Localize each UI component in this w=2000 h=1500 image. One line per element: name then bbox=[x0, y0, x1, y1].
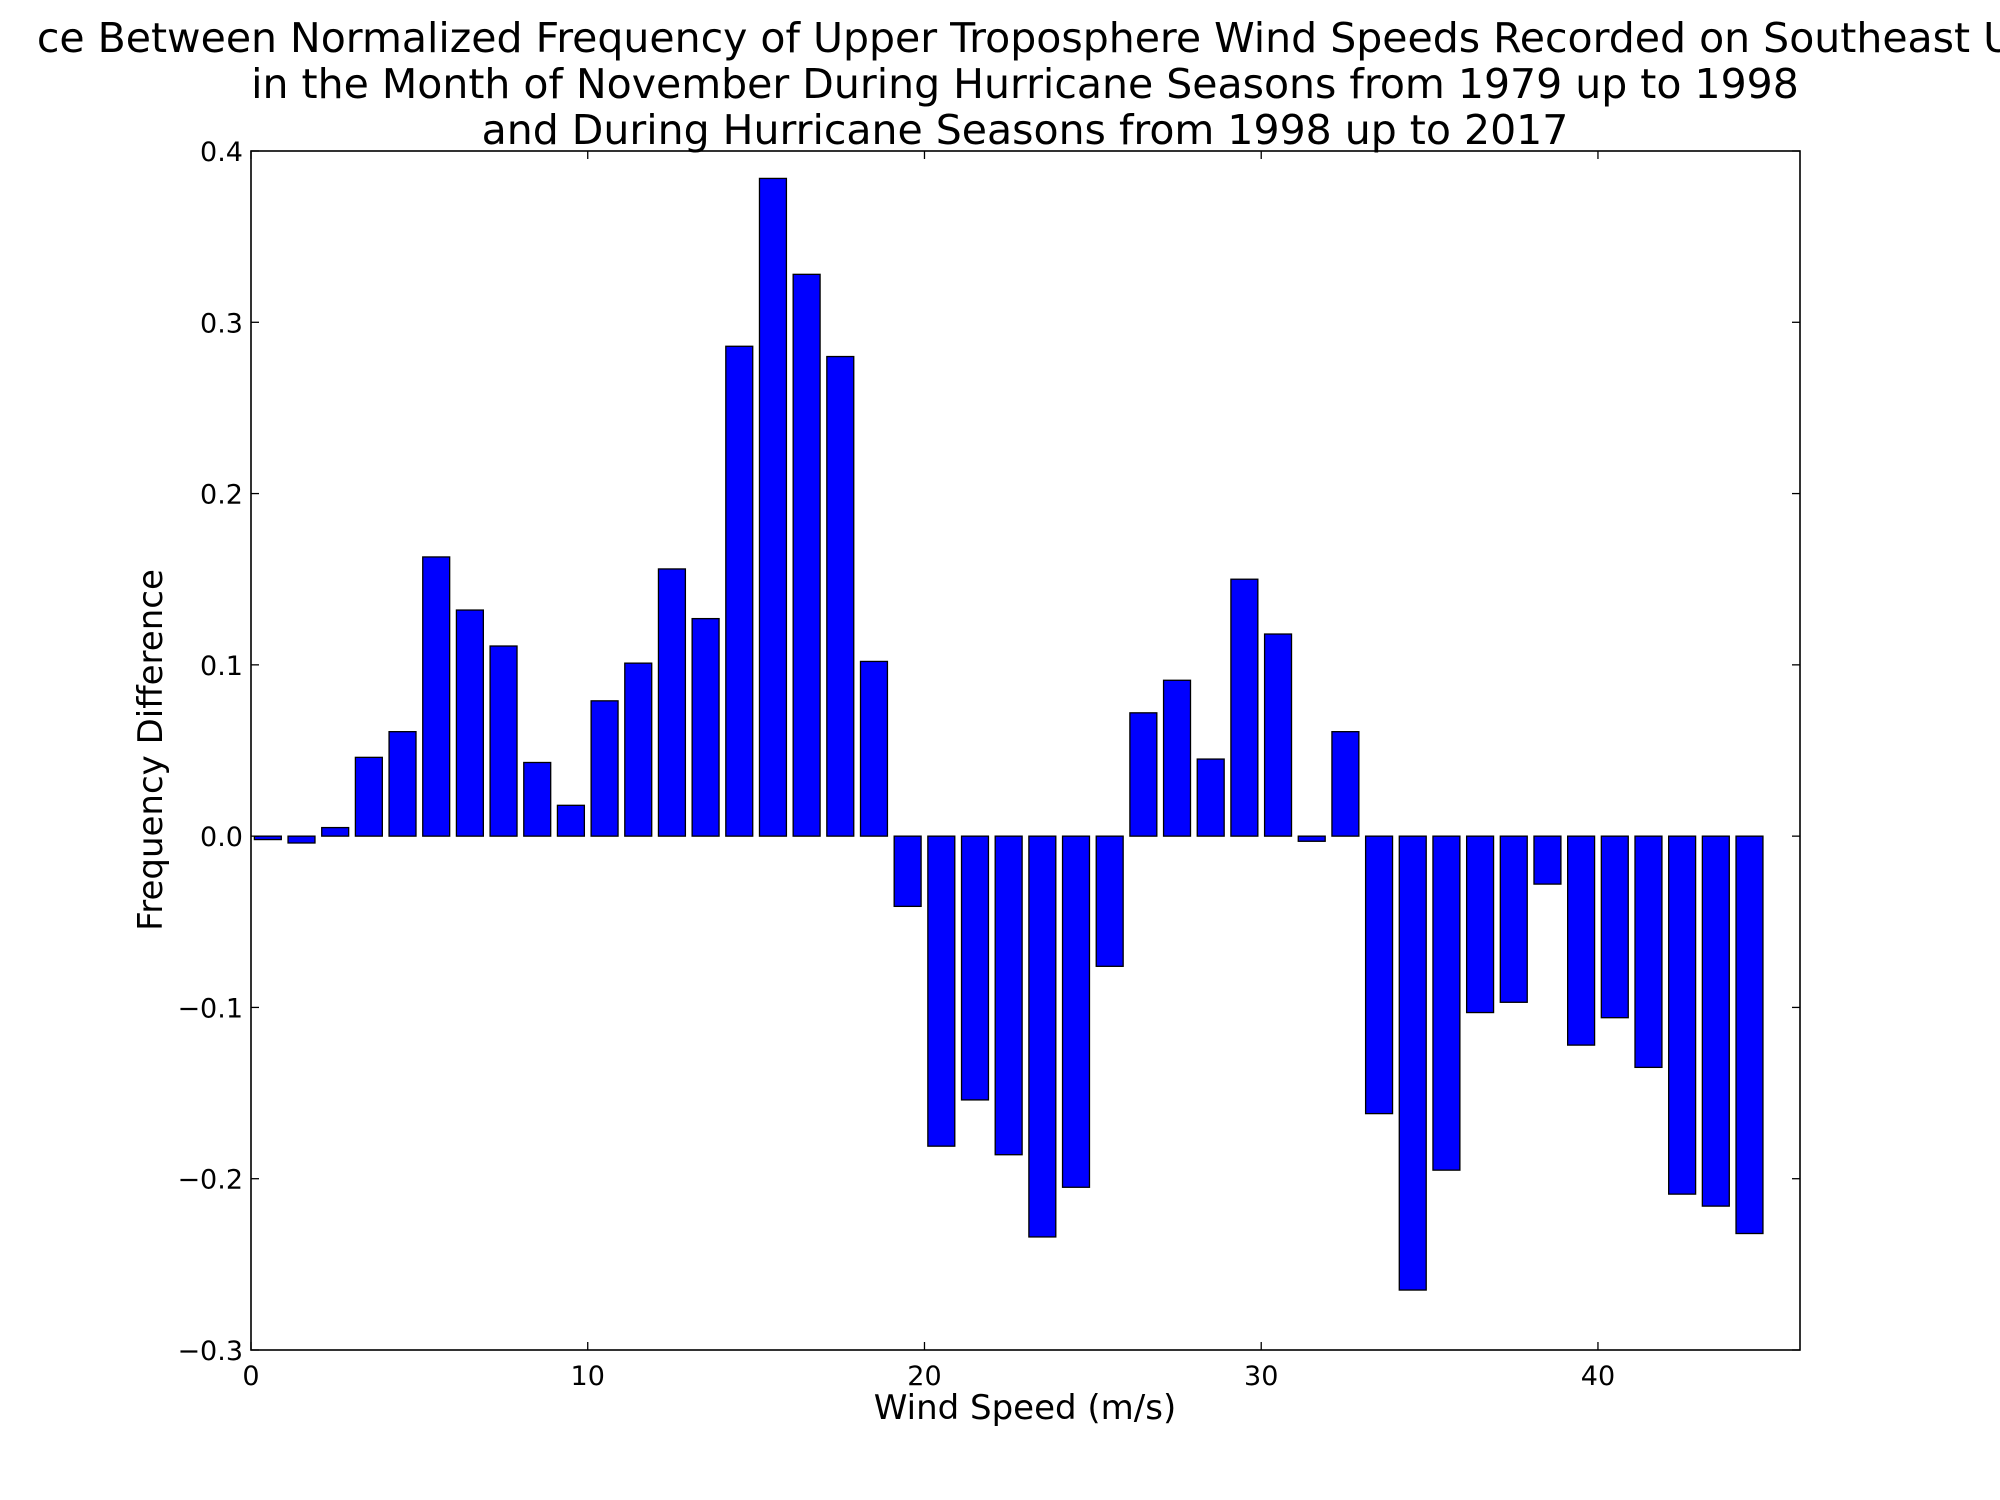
bar bbox=[1701, 835, 1730, 1207]
y-tick-label: −0.1 bbox=[177, 993, 243, 1024]
x-tick-label: 10 bbox=[571, 1361, 605, 1392]
x-axis-ticks: 0 10 20 30 40 bbox=[242, 151, 1615, 1392]
y-tick-label: 0.4 bbox=[200, 137, 243, 168]
x-tick-label: 30 bbox=[1244, 1361, 1278, 1392]
bar bbox=[1028, 835, 1057, 1238]
bar bbox=[859, 660, 889, 837]
x-tick-label: 40 bbox=[1581, 1361, 1615, 1392]
y-tick-label: 0.0 bbox=[200, 822, 243, 853]
bar bbox=[1196, 758, 1225, 837]
x-axis-label: Wind Speed (m/s) bbox=[874, 1388, 1176, 1428]
bar bbox=[489, 645, 518, 837]
bar bbox=[1567, 835, 1596, 1046]
bar bbox=[1331, 731, 1360, 837]
bar bbox=[253, 835, 282, 841]
bar bbox=[1465, 835, 1495, 1014]
bar bbox=[1095, 835, 1124, 967]
x-tick-label: 0 bbox=[242, 1361, 259, 1392]
bar bbox=[1600, 835, 1629, 1019]
bar bbox=[657, 568, 687, 837]
chart-title: ce Between Normalized Frequency of Upper… bbox=[37, 14, 2000, 154]
y-tick-label: −0.2 bbox=[177, 1165, 243, 1196]
bars bbox=[253, 177, 1764, 1291]
bar bbox=[893, 835, 922, 908]
bar bbox=[354, 756, 383, 837]
title-line-1: ce Between Normalized Frequency of Upper… bbox=[37, 14, 2000, 62]
bar bbox=[455, 609, 485, 837]
bar bbox=[624, 662, 653, 837]
bar bbox=[1364, 835, 1394, 1115]
bar bbox=[1398, 835, 1427, 1291]
y-tick-label: −0.3 bbox=[177, 1336, 243, 1367]
bar bbox=[1129, 712, 1158, 837]
bar bbox=[422, 556, 451, 837]
bar bbox=[1263, 633, 1293, 837]
bar bbox=[792, 273, 821, 837]
title-line-3: and During Hurricane Seasons from 1998 u… bbox=[482, 106, 1569, 154]
bar bbox=[321, 826, 350, 837]
bar bbox=[1297, 835, 1326, 842]
bar bbox=[758, 177, 788, 837]
bar bbox=[691, 617, 720, 837]
bar bbox=[1499, 835, 1528, 1003]
bar bbox=[960, 835, 990, 1101]
y-tick-label: 0.1 bbox=[200, 651, 243, 682]
y-axis-ticks: −0.3 −0.2 −0.1 0.0 0.1 0.2 0.3 0.4 bbox=[177, 137, 1800, 1367]
bar bbox=[1634, 835, 1663, 1069]
bar bbox=[1432, 835, 1461, 1171]
bar bbox=[1735, 835, 1764, 1235]
bar bbox=[1162, 679, 1192, 837]
bar bbox=[1230, 578, 1259, 837]
bar bbox=[1668, 835, 1697, 1195]
bar bbox=[826, 355, 855, 837]
bar bbox=[994, 835, 1023, 1156]
bar bbox=[287, 835, 316, 844]
y-tick-label: 0.2 bbox=[200, 480, 243, 511]
bar bbox=[523, 761, 552, 837]
y-tick-label: 0.3 bbox=[200, 308, 243, 339]
bar bbox=[927, 835, 956, 1147]
bar bbox=[388, 731, 417, 837]
x-tick-label: 20 bbox=[907, 1361, 941, 1392]
plot-frame bbox=[250, 150, 1801, 1351]
title-line-2: in the Month of November During Hurrican… bbox=[251, 60, 1799, 108]
bar bbox=[590, 700, 619, 837]
bar bbox=[1533, 835, 1562, 885]
bar bbox=[1061, 835, 1091, 1188]
y-axis-label: Frequency Difference bbox=[131, 569, 171, 931]
bar bbox=[725, 345, 754, 837]
bar bbox=[556, 804, 586, 837]
